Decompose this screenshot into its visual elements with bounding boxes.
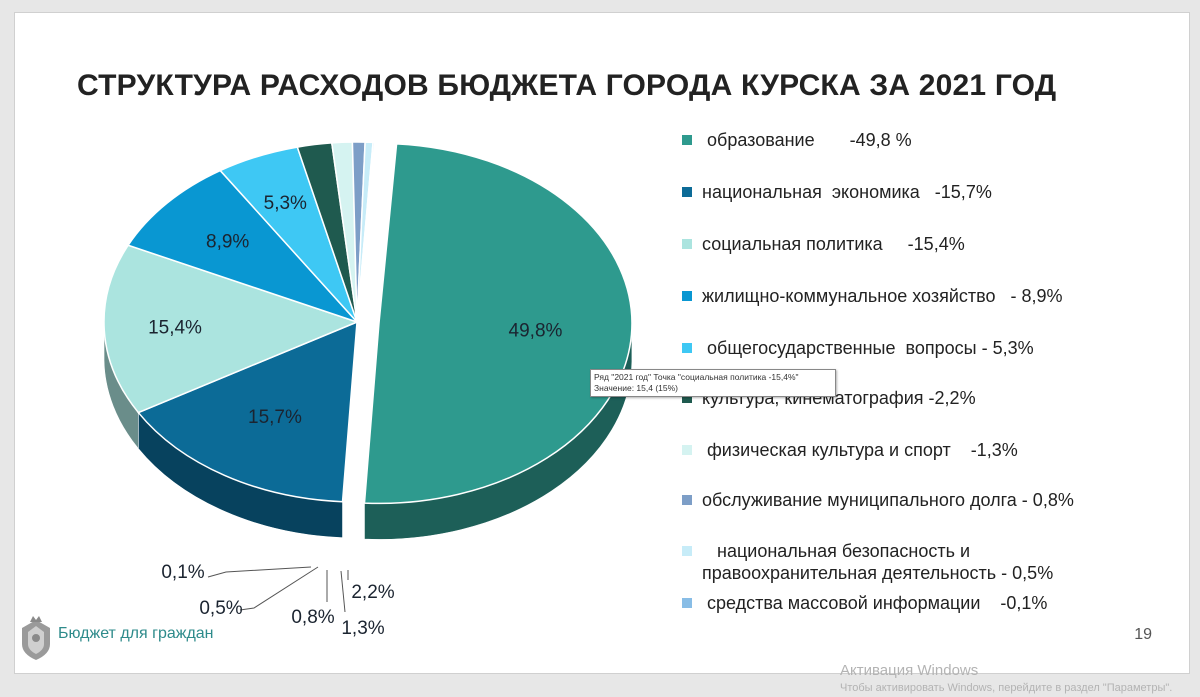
legend-swatch [682, 393, 692, 403]
legend-label: национальная экономика -15,7% [702, 182, 992, 202]
windows-activation-title: Активация Windows [840, 662, 979, 679]
chart-tooltip: Ряд "2021 год" Точка "социальная политик… [590, 369, 836, 397]
legend-label: обслуживание муниципального долга - 0,8% [702, 490, 1074, 510]
legend-item: жилищно-коммунальное хозяйство - 8,9% [682, 285, 1063, 307]
legend-label: национальная безопасность и правоохранит… [702, 541, 1054, 583]
windows-activation-text: Чтобы активировать Windows, перейдите в … [840, 682, 1173, 694]
legend-item: общегосударственные вопросы - 5,3% [682, 337, 1034, 359]
legend-swatch [682, 239, 692, 249]
label-leader-line [207, 566, 312, 578]
pie-tops [103, 141, 633, 505]
legend-item: физическая культура и спорт -1,3% [682, 439, 1018, 461]
legend-swatch [682, 343, 692, 353]
legend-label: социальная политика -15,4% [702, 234, 965, 254]
legend-swatch [682, 445, 692, 455]
legend-swatch [682, 598, 692, 608]
legend-item: образование -49,8 % [682, 129, 912, 151]
legend-swatch [682, 135, 692, 145]
legend-label: общегосударственные вопросы - 5,3% [702, 338, 1034, 358]
data-label: 0,5% [199, 598, 242, 619]
pie-slice[interactable] [103, 244, 360, 414]
data-label: 15,4% [148, 318, 202, 339]
pie-slice[interactable] [356, 141, 376, 323]
legend-swatch [682, 495, 692, 505]
pie-slice[interactable] [126, 169, 360, 324]
pie-slice[interactable] [363, 143, 633, 505]
data-label: 8,9% [206, 231, 249, 252]
legend-item: социальная политика -15,4% [682, 233, 965, 255]
chart-title: СТРУКТУРА РАСХОДОВ БЮДЖЕТА ГОРОДА КУРСКА… [77, 69, 1057, 102]
footer-text: Бюджет для граждан [58, 625, 214, 642]
legend-label: образование -49,8 % [702, 130, 912, 150]
label-leader-line [239, 566, 319, 611]
data-label: 49,8% [509, 320, 563, 341]
data-label: 2,2% [351, 582, 394, 603]
tooltip-line-1: Ряд "2021 год" Точка "социальная политик… [594, 372, 799, 382]
legend-item: обслуживание муниципального долга - 0,8% [682, 489, 1074, 511]
legend-label: жилищно-коммунальное хозяйство - 8,9% [702, 286, 1063, 306]
data-label: 0,8% [291, 607, 334, 628]
data-label: 5,3% [264, 193, 307, 214]
legend-item: средства массовой информации -0,1% [682, 592, 1047, 614]
pie-slice[interactable] [137, 320, 358, 503]
data-labels: 49,8% 15,7% 15,4% 8,9% 5,3% 2,2% 1,3% 0,8% 0,5% 0… [148, 193, 562, 639]
legend-label: физическая культура и спорт -1,3% [702, 440, 1018, 460]
legend-swatch [682, 187, 692, 197]
legend-item: национальная безопасность и правоохранит… [682, 540, 1053, 584]
legend-item: национальная экономика -15,7% [682, 181, 992, 203]
label-leader-line [340, 570, 346, 613]
legend-swatch [682, 291, 692, 301]
tooltip-line-2: Значение: 15,4 (15%) [594, 383, 678, 393]
coat-of-arms-icon [22, 616, 50, 660]
legend-swatch [682, 546, 692, 556]
page-number: 19 [1134, 626, 1152, 643]
legend-label: средства массовой информации -0,1% [702, 593, 1048, 613]
data-label: 15,7% [248, 407, 302, 428]
data-label: 1,3% [341, 618, 384, 639]
data-label: 0,1% [161, 562, 204, 583]
